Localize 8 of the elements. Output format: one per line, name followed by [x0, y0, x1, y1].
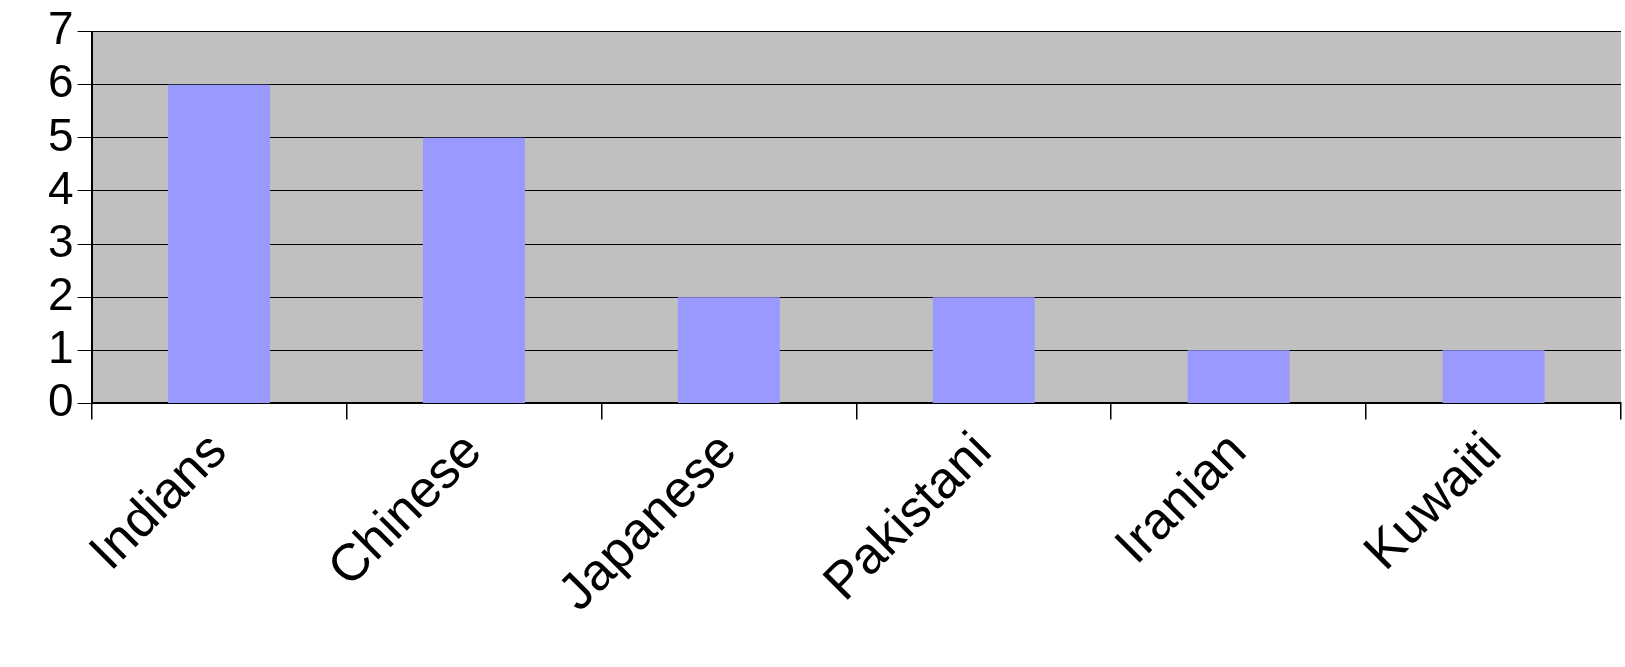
y-tick-label: 2: [47, 267, 74, 320]
y-tick-label: 6: [47, 55, 74, 108]
y-tick-label: 3: [47, 214, 74, 267]
y-tick-label: 0: [47, 374, 74, 427]
y-tick-label: 4: [47, 161, 74, 214]
y-tick-label: 7: [47, 2, 74, 55]
y-tick-label: 5: [47, 108, 74, 161]
y-tick-label: 1: [47, 320, 74, 373]
